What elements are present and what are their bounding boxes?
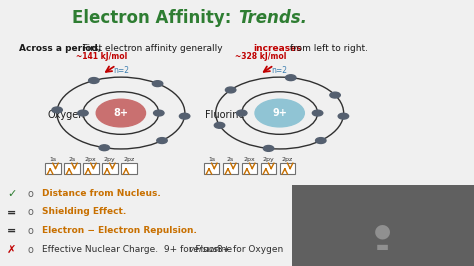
Text: Fluorine: Fluorine <box>205 110 245 120</box>
Text: ●: ● <box>374 222 391 241</box>
Text: ~328 kJ/mol: ~328 kJ/mol <box>235 52 286 61</box>
Circle shape <box>338 113 348 119</box>
Bar <box>121 163 137 174</box>
Text: 2s: 2s <box>227 157 234 162</box>
Text: ~141 kJ/mol: ~141 kJ/mol <box>76 52 128 61</box>
Text: Electron − Electron Repulsion.: Electron − Electron Repulsion. <box>42 226 197 235</box>
Text: 2pz: 2pz <box>123 157 134 162</box>
Text: from left to right.: from left to right. <box>287 44 368 53</box>
Text: 2pz: 2pz <box>282 157 293 162</box>
Text: =: = <box>7 226 17 236</box>
Bar <box>204 163 219 174</box>
Text: ▬: ▬ <box>376 240 389 254</box>
Text: ✓: ✓ <box>7 189 17 199</box>
Circle shape <box>237 110 247 116</box>
Circle shape <box>264 146 274 151</box>
Circle shape <box>285 75 296 81</box>
Text: =: = <box>7 207 17 218</box>
Text: Across a period,: Across a period, <box>19 44 104 53</box>
Text: 2s: 2s <box>68 157 75 162</box>
Circle shape <box>255 99 304 127</box>
Text: First electron affinity generally: First electron affinity generally <box>83 44 226 53</box>
Text: o: o <box>28 207 34 218</box>
Text: 2px: 2px <box>244 157 255 162</box>
Circle shape <box>312 110 323 116</box>
Circle shape <box>154 110 164 116</box>
Text: 1s: 1s <box>49 157 56 162</box>
Bar <box>223 163 238 174</box>
Text: Oxygen: Oxygen <box>47 110 85 120</box>
Text: 2px: 2px <box>85 157 97 162</box>
Text: n=2: n=2 <box>113 66 129 75</box>
Circle shape <box>214 122 225 128</box>
Bar <box>102 163 118 174</box>
Text: versus: versus <box>189 245 219 254</box>
Circle shape <box>78 110 88 116</box>
Text: o: o <box>28 226 34 236</box>
Text: 8+: 8+ <box>113 108 128 118</box>
Text: Trends.: Trends. <box>238 9 307 27</box>
Circle shape <box>89 78 99 84</box>
Bar <box>242 163 257 174</box>
Circle shape <box>316 138 326 143</box>
Text: Distance from Nucleus.: Distance from Nucleus. <box>42 189 161 198</box>
Text: 2py: 2py <box>104 157 116 162</box>
Bar <box>83 163 99 174</box>
Text: increases: increases <box>254 44 302 53</box>
Circle shape <box>52 107 63 113</box>
Bar <box>261 163 276 174</box>
Text: ✗: ✗ <box>7 245 17 255</box>
Text: 2py: 2py <box>263 157 274 162</box>
Text: 8+ for Oxygen: 8+ for Oxygen <box>214 245 283 254</box>
Text: o: o <box>28 245 34 255</box>
Circle shape <box>330 92 340 98</box>
Text: 9+: 9+ <box>272 108 287 118</box>
Circle shape <box>179 113 190 119</box>
Text: 1s: 1s <box>208 157 215 162</box>
Text: Effective Nuclear Charge.  9+ for Fluorine: Effective Nuclear Charge. 9+ for Fluorin… <box>42 245 235 254</box>
Bar <box>45 163 61 174</box>
Text: o: o <box>28 189 34 199</box>
Circle shape <box>157 138 167 143</box>
Circle shape <box>99 145 109 151</box>
Circle shape <box>152 81 163 86</box>
Text: n=2: n=2 <box>272 66 288 75</box>
Circle shape <box>96 99 146 127</box>
Text: Electron Affinity:: Electron Affinity: <box>72 9 237 27</box>
Bar <box>64 163 80 174</box>
Bar <box>292 185 474 266</box>
Circle shape <box>226 87 236 93</box>
Bar <box>280 163 295 174</box>
Text: Shielding Effect.: Shielding Effect. <box>42 207 126 217</box>
